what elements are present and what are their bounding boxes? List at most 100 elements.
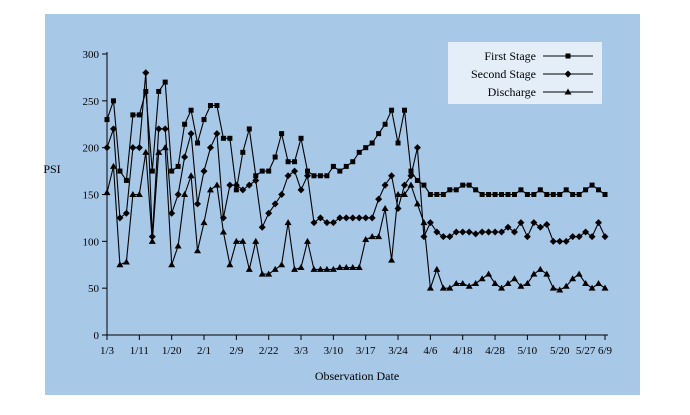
data-point-second-stage	[375, 195, 383, 203]
x-tick-label: 2/1	[197, 345, 211, 357]
data-point-first-stage	[408, 168, 414, 174]
data-point-discharge	[122, 258, 130, 265]
data-point-second-stage	[588, 233, 596, 241]
data-point-second-stage	[459, 228, 467, 236]
data-point-discharge	[517, 282, 525, 289]
data-point-discharge	[562, 282, 570, 289]
data-point-first-stage	[311, 173, 317, 179]
data-point-discharge	[226, 261, 234, 268]
data-point-discharge	[284, 219, 292, 226]
data-point-first-stage	[110, 98, 116, 104]
data-point-discharge	[303, 237, 311, 244]
data-point-first-stage	[395, 140, 401, 146]
data-point-first-stage	[195, 140, 201, 146]
data-point-discharge	[368, 233, 376, 240]
data-point-discharge	[142, 148, 150, 155]
data-point-first-stage	[149, 168, 155, 174]
data-point-first-stage	[466, 182, 472, 188]
data-point-discharge	[394, 191, 402, 197]
data-point-first-stage	[570, 192, 576, 197]
data-point-first-stage	[169, 168, 175, 174]
data-point-first-stage	[279, 131, 285, 137]
data-point-first-stage	[292, 159, 298, 165]
x-tick-label: 6/9	[598, 345, 613, 357]
data-point-second-stage	[569, 233, 577, 241]
data-point-discharge	[575, 270, 583, 277]
data-point-first-stage	[447, 187, 453, 193]
data-point-first-stage	[285, 159, 291, 165]
x-tick-label: 3/3	[294, 345, 309, 357]
x-tick-label: 3/17	[356, 345, 376, 357]
data-point-discharge	[349, 264, 357, 271]
x-tick-label: 4/18	[453, 345, 473, 357]
data-point-second-stage	[362, 214, 370, 222]
legend-box	[448, 42, 602, 104]
data-point-discharge	[103, 189, 111, 196]
data-point-second-stage	[426, 219, 434, 227]
data-point-first-stage	[343, 163, 349, 169]
data-point-first-stage	[130, 112, 136, 118]
data-point-second-stage	[381, 181, 389, 189]
data-point-second-stage	[472, 230, 480, 238]
data-point-discharge	[536, 265, 544, 272]
data-point-discharge	[232, 237, 240, 244]
data-point-discharge	[504, 279, 512, 286]
data-point-discharge	[135, 191, 143, 197]
data-point-first-stage	[246, 126, 252, 132]
y-tick-label: 250	[83, 96, 100, 108]
data-point-first-stage	[376, 131, 382, 137]
series-discharge	[103, 144, 609, 293]
data-point-discharge	[291, 265, 299, 272]
data-point-discharge	[601, 284, 609, 291]
data-point-second-stage	[142, 69, 150, 77]
x-tick-label: 1/11	[130, 345, 149, 357]
data-point-second-stage	[103, 144, 111, 152]
legend-marker-discharge	[564, 88, 572, 95]
data-point-discharge	[219, 228, 227, 235]
data-point-discharge	[200, 219, 208, 226]
legend-label-second-stage: Second Stage	[471, 67, 536, 81]
data-point-first-stage	[253, 173, 259, 179]
data-point-first-stage	[227, 135, 233, 141]
data-point-first-stage	[434, 192, 440, 197]
data-point-second-stage	[601, 233, 609, 241]
data-point-discharge	[459, 279, 467, 286]
data-point-first-stage	[175, 163, 181, 169]
data-point-second-stage	[239, 186, 247, 194]
data-point-first-stage	[602, 192, 608, 197]
data-point-first-stage	[337, 168, 343, 174]
data-point-discharge	[433, 265, 441, 272]
data-point-second-stage	[523, 233, 531, 241]
data-point-second-stage	[485, 228, 493, 236]
data-point-second-stage	[155, 125, 163, 133]
data-point-discharge	[213, 181, 221, 188]
y-tick-label: 300	[83, 49, 100, 61]
data-point-second-stage	[342, 214, 350, 222]
data-point-first-stage	[233, 187, 239, 193]
data-point-discharge	[491, 279, 499, 286]
data-point-second-stage	[439, 233, 447, 241]
data-point-discharge	[297, 264, 305, 271]
data-point-second-stage	[271, 200, 279, 208]
data-point-first-stage	[317, 173, 323, 179]
data-point-second-stage	[116, 214, 124, 222]
data-point-second-stage	[543, 220, 551, 228]
data-point-second-stage	[245, 181, 253, 189]
data-point-first-stage	[369, 140, 375, 146]
data-point-discharge	[161, 144, 169, 151]
data-point-second-stage	[413, 144, 421, 152]
data-point-second-stage	[388, 172, 396, 180]
data-point-discharge	[206, 186, 214, 193]
data-point-discharge	[316, 265, 324, 272]
data-point-second-stage	[232, 181, 240, 189]
data-point-first-stage	[240, 149, 246, 155]
data-point-second-stage	[498, 228, 506, 236]
data-point-second-stage	[491, 228, 499, 236]
data-point-first-stage	[188, 107, 194, 113]
x-tick-label: 5/20	[550, 345, 570, 357]
x-axis-title: Observation Date	[315, 369, 399, 383]
x-tick-label: 4/6	[423, 345, 438, 357]
x-tick-label: 2/9	[229, 345, 244, 357]
data-point-discharge	[465, 282, 473, 289]
data-point-discharge	[342, 264, 350, 271]
